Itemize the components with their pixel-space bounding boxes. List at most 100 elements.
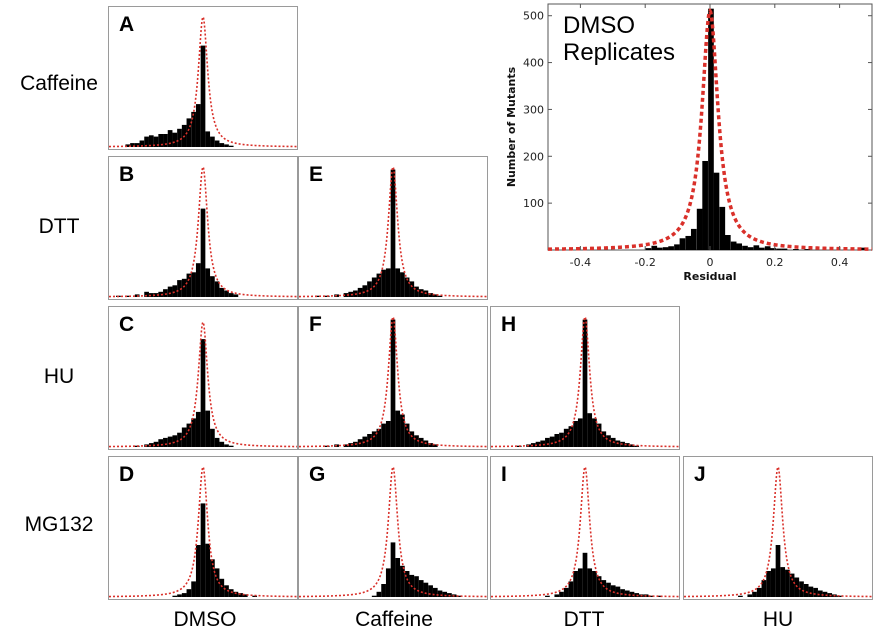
histogram-bar (315, 295, 321, 297)
histogram-bar (803, 584, 809, 597)
histogram-bar (233, 294, 239, 297)
histogram-bar (764, 246, 771, 250)
histogram-bar (200, 208, 206, 297)
histogram-bar (205, 131, 211, 147)
histogram-bar (651, 245, 658, 250)
col-label-dtt: DTT (563, 608, 605, 631)
histogram-bar (668, 246, 674, 250)
histogram-bar (781, 248, 788, 250)
panel-j: J (683, 456, 873, 600)
histogram-bar (554, 594, 560, 597)
dmso-replicates-chart: -0.4 -0.2 0 0.2 0.4 100 200 300 400 500 Residual Nu… (490, 0, 878, 290)
histogram-bar (624, 590, 630, 597)
panel-c: C (108, 306, 298, 450)
histogram-bar (130, 143, 135, 147)
histogram-bar (348, 443, 354, 447)
x-tick-label: 0 (707, 256, 714, 269)
histogram-bar (191, 418, 196, 447)
histogram-bar (577, 568, 583, 597)
y-tick-label: 200 (523, 150, 544, 163)
histogram-bar (634, 445, 640, 447)
histogram-bar (158, 439, 164, 447)
histogram-bar (376, 591, 382, 597)
histogram-bar (629, 591, 635, 597)
histogram-bar (645, 248, 652, 250)
histogram-bar (535, 441, 541, 447)
histogram-bar (817, 590, 823, 597)
histogram-bar (210, 136, 215, 147)
y-tick-label: 300 (523, 103, 544, 116)
histogram-bar (153, 136, 159, 147)
histogram-bar (214, 140, 220, 147)
histogram-bar (200, 503, 206, 597)
histogram-g (299, 465, 487, 598)
row-label-mg132: MG132 (24, 513, 94, 536)
histogram-bar (573, 571, 578, 597)
histogram-bar (559, 591, 564, 597)
histogram-bar (395, 410, 401, 447)
histogram-bar (696, 208, 703, 250)
histogram-bar (233, 591, 239, 597)
histogram-bar (545, 595, 550, 597)
histogram-bar (362, 436, 368, 447)
histogram-bar (432, 587, 438, 597)
histogram-bar (601, 580, 607, 597)
histogram-bar (747, 247, 754, 250)
histogram-bar (428, 293, 433, 297)
histogram-bar (367, 434, 372, 447)
histogram-bar (559, 432, 564, 447)
histogram-bar (656, 247, 663, 250)
histogram-bar (770, 248, 777, 250)
histogram-bar (587, 568, 593, 597)
histogram-bar (390, 542, 396, 597)
histogram-bar (615, 586, 621, 597)
histogram-bar (172, 132, 178, 147)
histogram-bar (540, 440, 546, 447)
histogram-bar (214, 568, 220, 597)
histogram-bar (181, 593, 187, 597)
histogram-c (109, 320, 297, 448)
histogram-bar (577, 418, 583, 447)
histogram-bar (242, 594, 248, 597)
histogram-bar (624, 443, 630, 447)
histogram-bar (219, 143, 225, 147)
x-axis-title: Residual (683, 270, 736, 283)
histogram-bar (414, 286, 419, 297)
histogram-bar (804, 249, 811, 250)
row-label-caffeine: Caffeine (20, 72, 98, 95)
histogram-bar (414, 576, 419, 597)
histogram-bar (563, 587, 569, 597)
histogram-bar (205, 543, 211, 597)
col-label-dmso: DMSO (173, 608, 237, 631)
fit-curve (109, 320, 297, 448)
histogram-bar (679, 238, 686, 250)
histogram-bar (423, 582, 429, 597)
histogram-e (299, 165, 487, 298)
histogram-bar (167, 436, 173, 447)
histogram-bar (573, 421, 578, 447)
histogram-bar (708, 8, 714, 250)
histogram-bar (181, 278, 187, 297)
panel-g: G (298, 456, 488, 600)
x-tick-label: 0.4 (831, 256, 849, 269)
histogram-bar (404, 423, 410, 447)
histogram-j (684, 465, 872, 598)
histogram-bar (376, 273, 382, 297)
histogram-bar (177, 594, 182, 597)
histogram-bar (172, 435, 178, 447)
histogram-bar (437, 590, 443, 597)
x-tick-label: -0.4 (570, 256, 591, 269)
histogram-bar (756, 587, 762, 597)
panel-h: H (490, 306, 680, 450)
histogram-bar (549, 436, 555, 447)
histogram-bar (738, 595, 743, 597)
histogram-bar (432, 294, 438, 297)
histogram-bar (766, 571, 771, 597)
chart-title-line-1: DMSO (563, 12, 635, 39)
histogram-bar (134, 143, 140, 147)
histogram-bar (428, 443, 433, 447)
histogram-bar (601, 431, 607, 447)
histogram-bar (148, 443, 154, 447)
histogram-bar (186, 273, 192, 297)
histogram-bar (761, 580, 767, 597)
